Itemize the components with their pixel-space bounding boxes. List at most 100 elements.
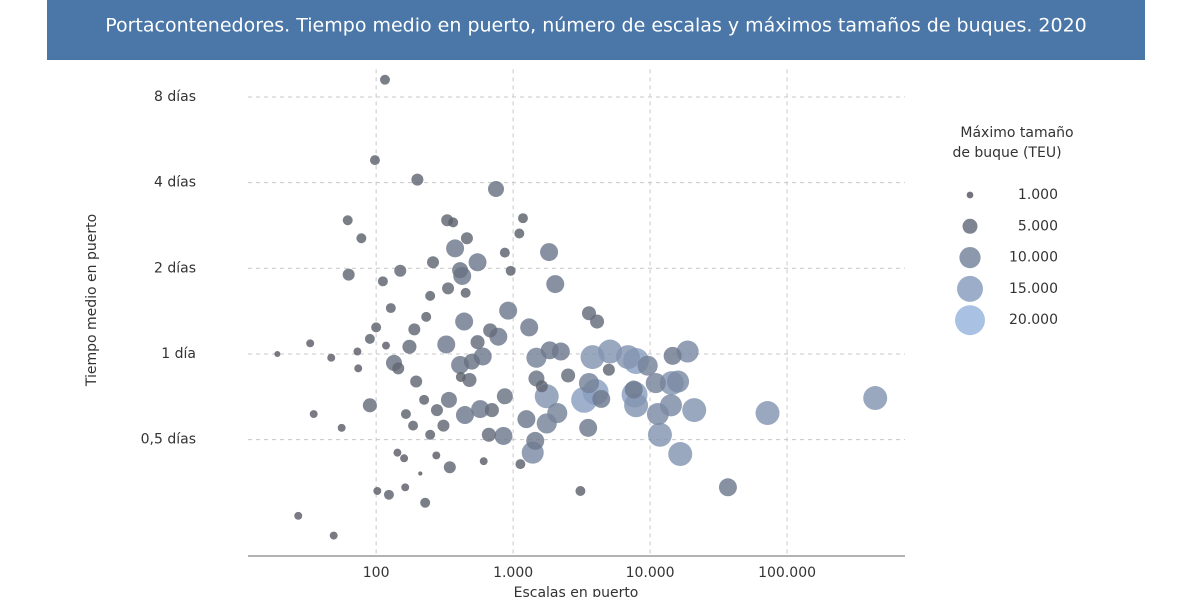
bubble [442, 282, 455, 295]
bubble [592, 389, 611, 408]
legend-bubble [966, 191, 974, 199]
bubble [535, 380, 548, 393]
bubble [385, 303, 396, 314]
x-tick-label: 10.000 [626, 565, 675, 581]
bubble [460, 232, 473, 245]
bubble [499, 301, 518, 320]
bubble [863, 386, 888, 411]
bubble [383, 489, 394, 500]
bubble [755, 401, 780, 426]
bubble [517, 410, 536, 429]
legend-label: 10.000 [1009, 250, 1058, 266]
bubble [380, 74, 390, 85]
bubble [356, 233, 367, 244]
bubble [481, 427, 496, 442]
bubble [624, 380, 643, 399]
bubble [392, 362, 405, 375]
bubble [364, 333, 375, 344]
bubble [598, 339, 623, 364]
bubble [420, 497, 431, 508]
bubble [437, 335, 456, 354]
bubble [443, 461, 456, 474]
bubble [419, 394, 430, 405]
legend-bubble [957, 275, 983, 302]
bubble [616, 345, 641, 370]
y-axis-title: Tiempo medio en puerto [84, 214, 100, 387]
bubble [488, 180, 505, 197]
y-tick-label: 2 días [154, 260, 196, 276]
bubble [400, 409, 411, 420]
bubble [354, 364, 363, 373]
legend-title: de buque (TEU) [952, 145, 1061, 161]
legend-label: 15.000 [1009, 281, 1058, 297]
bubble [571, 386, 598, 413]
grid [248, 69, 905, 556]
bubble [309, 410, 318, 419]
bubble [463, 353, 480, 370]
bubble [425, 429, 436, 440]
bubble [394, 264, 407, 277]
bubble [446, 239, 465, 258]
legend-title: Máximo tamaño [960, 125, 1073, 141]
bubble [646, 403, 669, 426]
bubble [579, 418, 598, 437]
bubble [479, 457, 488, 466]
bubble [430, 404, 443, 417]
bubble [327, 353, 336, 362]
chart-title: Portacontenedores. Tiempo medio en puert… [105, 15, 1087, 37]
bubble [484, 403, 499, 418]
bubble [408, 323, 421, 336]
bubble [663, 346, 682, 365]
bubble [437, 419, 450, 432]
bubble [377, 276, 388, 287]
x-axis-title: Escalas en puerto [514, 585, 639, 597]
bubble [645, 373, 666, 394]
bubble [402, 339, 417, 354]
bubble [452, 262, 469, 279]
legend-label: 1.000 [1018, 187, 1058, 203]
bubble [515, 459, 526, 470]
bubble [410, 375, 423, 388]
bubble [425, 290, 436, 301]
y-tick-label: 8 días [154, 89, 196, 105]
bubble [393, 448, 402, 457]
bubble [526, 431, 545, 450]
bubble [551, 342, 570, 361]
bubble [590, 314, 605, 329]
bubble [371, 322, 382, 333]
legend-label: 5.000 [1018, 218, 1058, 234]
bubble [460, 287, 471, 298]
bubble [353, 347, 362, 356]
bubble [578, 373, 600, 394]
bubble [470, 335, 485, 350]
y-tick-label: 1 día [161, 346, 196, 362]
bubble [668, 442, 693, 467]
bubble [369, 155, 380, 166]
y-tick-label: 0,5 días [141, 432, 196, 448]
bubble [421, 311, 432, 322]
bubble [306, 339, 315, 348]
bubble [494, 426, 513, 445]
bubble [496, 388, 513, 405]
legend-bubble [962, 218, 978, 234]
marks [274, 74, 888, 540]
bubble [418, 471, 423, 476]
y-tick-label: 4 días [154, 175, 196, 191]
bubble [448, 217, 459, 228]
bubble [499, 247, 510, 258]
bubble [575, 486, 586, 496]
bubble [676, 340, 699, 363]
bubble [718, 478, 737, 497]
bubble [483, 323, 498, 338]
bubble [505, 265, 516, 276]
bubble [546, 275, 565, 294]
bubble [624, 393, 649, 418]
x-tick-label: 100 [363, 565, 390, 581]
bubble [514, 228, 525, 239]
legend-bubble [955, 305, 985, 336]
bubble [517, 213, 528, 224]
bubble [401, 483, 410, 492]
bubble [468, 253, 487, 272]
legend-label: 20.000 [1009, 312, 1058, 328]
